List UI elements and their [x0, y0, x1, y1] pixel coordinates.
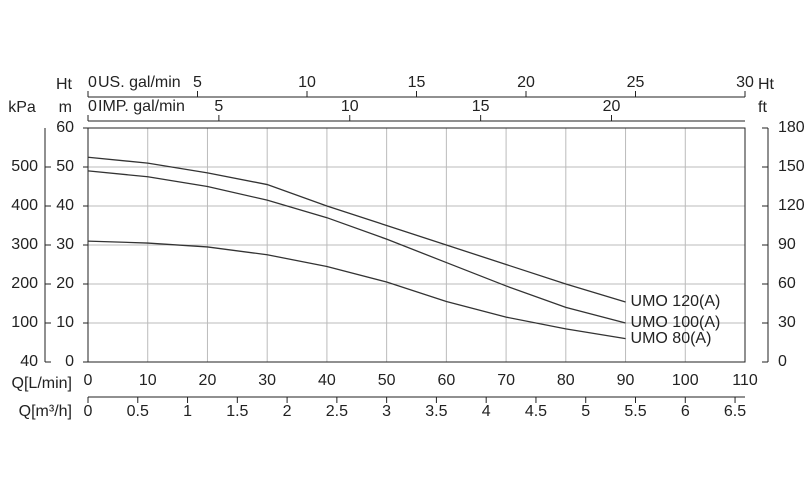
y2-label: ft: [758, 99, 767, 116]
y2-tick-label: 150: [778, 158, 805, 175]
y2-tick-label: 180: [778, 119, 805, 136]
x2-tick-label: 4.5: [525, 403, 547, 420]
top-tick-label: 10: [298, 74, 316, 91]
kpa-tick-label: 500: [11, 158, 38, 175]
kpa-tick-label: 40: [20, 353, 38, 370]
top-axis-label: US. gal/min: [98, 74, 181, 91]
x-tick-label: 70: [497, 372, 515, 389]
kpa-tick-label: 400: [11, 197, 38, 214]
x-tick-label: 60: [437, 372, 455, 389]
y-label-top: Ht: [56, 76, 73, 93]
x-tick-label: 110: [732, 372, 758, 389]
y2-tick-label: 30: [778, 314, 796, 331]
x-tick-label: 40: [318, 372, 336, 389]
top-tick-label: 0: [88, 98, 97, 115]
x-tick-label: 80: [557, 372, 575, 389]
y2-tick-label: 120: [778, 197, 805, 214]
top-tick-label: 5: [214, 98, 223, 115]
top-tick-label: 15: [472, 98, 490, 115]
kpa-tick-label: 200: [11, 275, 38, 292]
x2-tick-label: 0: [84, 403, 93, 420]
x2-tick-label: 4: [482, 403, 491, 420]
curve: [87, 156, 626, 303]
x-tick-label: 20: [199, 372, 217, 389]
x2-tick-label: 1.5: [226, 403, 248, 420]
y2-tick-label: 0: [778, 353, 787, 370]
curve: [87, 240, 626, 340]
x-tick-label: 10: [139, 372, 157, 389]
x-tick-label: 50: [378, 372, 396, 389]
x2-tick-label: 3.5: [425, 403, 447, 420]
x2-tick-label: 3: [382, 403, 391, 420]
y2-label-top: Ht: [758, 76, 775, 93]
x2-tick-label: 0.5: [127, 403, 149, 420]
plot-frame: [87, 127, 746, 363]
x2-tick-label: 1: [183, 403, 192, 420]
kpa-tick-label: 100: [11, 314, 38, 331]
y-label: m: [59, 99, 72, 116]
top-tick-label: 20: [517, 74, 535, 91]
x2-label: Q[m³/h]: [19, 403, 72, 420]
top-tick-label: 25: [627, 74, 645, 91]
kpa-label: kPa: [8, 99, 36, 116]
x-tick-label: 0: [84, 372, 93, 389]
x-tick-label: 100: [672, 372, 699, 389]
curve: [87, 170, 626, 324]
top-tick-label: 20: [603, 98, 621, 115]
top-tick-label: 15: [408, 74, 426, 91]
y-tick-label: 50: [56, 158, 74, 175]
y-tick-label: 20: [56, 275, 74, 292]
y2-tick-label: 60: [778, 275, 796, 292]
y-tick-label: 40: [56, 197, 74, 214]
x2-tick-label: 5: [581, 403, 590, 420]
x2-tick-label: 2.5: [326, 403, 348, 420]
top-tick-label: 0: [88, 74, 97, 91]
x2-tick-label: 6: [681, 403, 690, 420]
x2-tick-label: 2: [283, 403, 292, 420]
x-tick-label: 30: [258, 372, 276, 389]
series-label: UMO 80(A): [631, 330, 712, 347]
top-tick-label: 10: [341, 98, 359, 115]
series-label: UMO 120(A): [631, 293, 721, 310]
x2-tick-label: 5.5: [624, 403, 646, 420]
y-tick-label: 30: [56, 236, 74, 253]
y-tick-label: 0: [65, 353, 74, 370]
x-tick-label: 90: [617, 372, 635, 389]
y-tick-label: 60: [56, 119, 74, 136]
x2-tick-label: 6.5: [724, 403, 746, 420]
top-axis-label: IMP. gal/min: [98, 98, 185, 115]
y-tick-label: 10: [56, 314, 74, 331]
top-tick-label: 5: [193, 74, 202, 91]
y2-tick-label: 90: [778, 236, 796, 253]
series-label: UMO 100(A): [631, 314, 721, 331]
kpa-tick-label: 300: [11, 236, 38, 253]
x-label: Q[L/min]: [12, 375, 72, 392]
top-tick-label: 30: [736, 74, 754, 91]
